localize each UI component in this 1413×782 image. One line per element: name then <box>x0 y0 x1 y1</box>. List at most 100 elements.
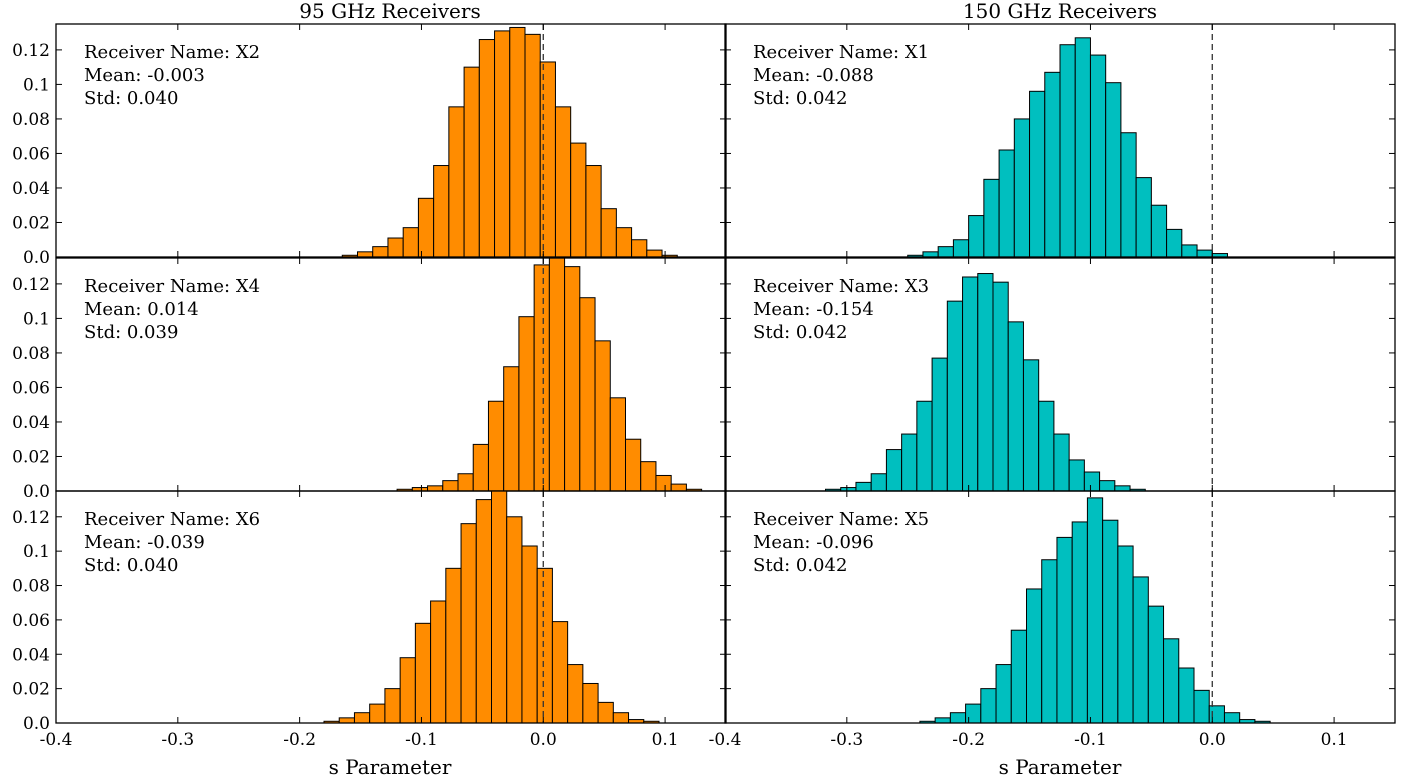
bars-X5 <box>919 497 1271 724</box>
annotation-X1-1: Mean: -0.088 <box>753 65 874 86</box>
annotation-X6-1: Mean: -0.039 <box>84 532 205 553</box>
bar-X2-5 <box>387 237 404 258</box>
bar-X1-10 <box>1059 44 1076 258</box>
bar-X1-12 <box>1089 54 1107 258</box>
bar-X1-4 <box>968 215 985 258</box>
bar-X2-11 <box>478 39 496 258</box>
bar-X4-2 <box>427 485 444 492</box>
bar-X2-16 <box>554 106 572 258</box>
ytick-label-X6-1: 0.02 <box>12 680 50 700</box>
ytick-label-X4-2: 0.04 <box>12 413 50 433</box>
bar-X5-19 <box>1208 705 1225 724</box>
annotation-X3-2: Std: 0.042 <box>753 322 847 343</box>
bar-X5-7 <box>1026 588 1043 724</box>
annotation-X4-1: Mean: 0.014 <box>84 299 199 320</box>
xtick-label-X6-3: -0.1 <box>405 730 438 750</box>
bar-X4-13 <box>594 340 611 492</box>
bar-X6-4 <box>384 688 401 724</box>
bar-X3-5 <box>885 449 903 492</box>
ytick-label-X2-1: 0.02 <box>12 213 50 233</box>
xtick-label-X5-5: 0.1 <box>1321 730 1348 750</box>
ytick-label-X2-0: 0.0 <box>23 248 50 268</box>
bar-X6-15 <box>551 621 569 724</box>
bar-X6-11 <box>491 490 508 724</box>
bar-X5-9 <box>1056 536 1073 724</box>
bar-X4-12 <box>579 297 596 492</box>
annotation-X3-0: Receiver Name: X3 <box>753 276 929 297</box>
bar-X5-15 <box>1147 605 1165 724</box>
bar-X6-6 <box>414 622 432 724</box>
axes-frame-X5 <box>724 490 1396 724</box>
bar-X2-6 <box>402 227 419 258</box>
bar-X6-5 <box>399 657 416 724</box>
bar-X4-10 <box>548 257 566 492</box>
bar-X3-12 <box>992 281 1009 492</box>
bar-X5-4 <box>980 688 997 724</box>
bar-X5-1 <box>934 717 951 724</box>
panel-X4: 0.0 0.02 0.04 0.06 0.08 0.1 0.12 Receiver Name:… <box>12 257 727 502</box>
bar-X6-9 <box>460 523 477 724</box>
ytick-label-X6-3: 0.06 <box>12 611 50 631</box>
bar-X3-13 <box>1007 321 1024 492</box>
bar-X6-14 <box>536 567 553 724</box>
x-axis-label-left: s Parameter <box>329 755 452 779</box>
bar-X2-9 <box>448 106 465 258</box>
annotation-X4-0: Receiver Name: X4 <box>84 276 260 297</box>
bar-X6-18 <box>597 701 614 724</box>
annotation-X1-2: Std: 0.042 <box>753 88 847 109</box>
bar-X6-12 <box>506 516 523 724</box>
bar-X3-14 <box>1022 359 1040 492</box>
ytick-label-X4-4: 0.08 <box>12 344 50 364</box>
ytick-label-X4-6: 0.12 <box>12 275 50 295</box>
bar-X4-7 <box>503 366 520 492</box>
bar-X3-10 <box>962 276 979 492</box>
bar-X6-19 <box>612 712 630 724</box>
bar-X3-4 <box>870 473 887 492</box>
bar-X3-9 <box>946 300 964 492</box>
bar-X4-14 <box>609 397 626 492</box>
bar-X1-8 <box>1029 90 1046 258</box>
annotation-X5-2: Std: 0.042 <box>753 555 847 576</box>
bars-X4 <box>396 257 703 492</box>
panel-X6: 0.0 0.02 0.04 0.06 0.08 0.1 0.12 -0.4 -0.3 -0.2 -0… <box>12 490 727 750</box>
bar-X6-8 <box>445 567 462 724</box>
bar-X2-19 <box>600 208 617 258</box>
annotation-X2-2: Std: 0.040 <box>84 88 178 109</box>
xtick-label-X5-4: 0.0 <box>1199 730 1226 750</box>
bar-X5-2 <box>949 712 967 724</box>
annotation-X5-1: Mean: -0.096 <box>753 532 874 553</box>
bar-X5-3 <box>965 703 982 724</box>
bar-X1-6 <box>998 149 1015 258</box>
bar-X6-3 <box>369 703 386 724</box>
bar-X6-17 <box>582 682 599 724</box>
bar-X2-17 <box>570 142 587 258</box>
x-axis-label-right: s Parameter <box>999 755 1122 779</box>
bar-X1-1 <box>922 251 939 258</box>
bar-X2-10 <box>463 66 480 258</box>
bar-X1-7 <box>1013 118 1031 258</box>
xtick-label-X6-4: 0.0 <box>530 730 557 750</box>
bars-X1 <box>907 37 1228 258</box>
bar-X4-8 <box>518 316 535 492</box>
axes-frame-X6 <box>55 490 727 724</box>
bar-X2-22 <box>646 249 663 258</box>
xtick-label-X5-1: -0.3 <box>830 730 863 750</box>
ytick-label-X4-0: 0.0 <box>23 482 50 502</box>
bar-X5-8 <box>1041 559 1058 724</box>
ytick-label-X6-0: 0.0 <box>23 714 50 734</box>
bar-X3-11 <box>977 273 994 492</box>
bar-X3-8 <box>931 357 948 492</box>
annotation-X1-0: Receiver Name: X1 <box>753 42 929 63</box>
bar-X1-5 <box>983 178 1000 258</box>
bar-X3-15 <box>1038 400 1055 492</box>
column-title-150: 150 GHz Receivers <box>963 0 1157 23</box>
bar-X1-9 <box>1044 71 1061 258</box>
bar-X4-5 <box>472 443 489 492</box>
bar-X1-18 <box>1181 244 1198 258</box>
annotation-X6-0: Receiver Name: X6 <box>84 509 260 530</box>
panel-X2: 0.0 0.02 0.04 0.06 0.08 0.1 0.12 Receiver Name:… <box>12 23 727 268</box>
bar-X3-3 <box>855 481 872 492</box>
